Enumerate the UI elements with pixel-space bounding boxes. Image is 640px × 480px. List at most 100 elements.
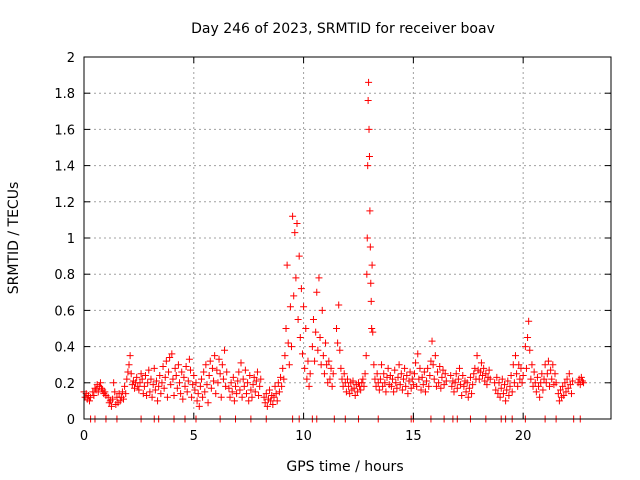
data-point — [417, 386, 425, 394]
data-point — [253, 368, 261, 376]
data-point — [363, 270, 371, 278]
data-point — [431, 352, 439, 360]
data-point — [351, 391, 359, 399]
data-point — [546, 382, 554, 390]
data-point — [329, 370, 337, 378]
data-point — [336, 346, 344, 354]
data-point — [404, 390, 412, 398]
data-point — [370, 361, 378, 369]
data-point — [166, 353, 174, 361]
data-point — [360, 382, 368, 390]
data-point — [413, 382, 421, 390]
data-point — [335, 301, 343, 309]
data-point — [267, 397, 275, 405]
data-point — [313, 288, 321, 296]
data-point — [386, 372, 394, 380]
data-point — [493, 373, 501, 381]
data-point — [345, 382, 353, 390]
data-point — [262, 390, 270, 398]
data-point — [202, 361, 210, 369]
data-point — [396, 381, 404, 389]
data-point — [241, 366, 249, 374]
data-point — [135, 386, 143, 394]
data-point — [440, 381, 448, 389]
data-point — [565, 370, 573, 378]
data-point — [294, 315, 302, 323]
data-point — [161, 373, 169, 381]
data-point — [496, 393, 504, 401]
data-point — [393, 384, 401, 392]
data-point — [364, 162, 372, 170]
data-point — [197, 375, 205, 383]
data-point — [359, 375, 367, 383]
data-point — [464, 393, 472, 401]
data-point — [116, 397, 124, 405]
x-axis-label: GPS time / hours — [286, 459, 403, 475]
data-point — [438, 373, 446, 381]
data-point — [249, 381, 257, 389]
data-point — [176, 379, 184, 387]
data-point — [196, 382, 204, 390]
data-point — [235, 368, 243, 376]
data-point — [382, 388, 390, 396]
data-point — [544, 357, 552, 365]
data-point — [560, 391, 568, 399]
data-point — [122, 390, 130, 398]
data-point — [469, 381, 477, 389]
data-point — [312, 328, 320, 336]
data-point — [252, 377, 260, 385]
data-point — [471, 364, 479, 372]
data-point — [367, 279, 375, 287]
data-point — [85, 397, 93, 405]
x-tick-label: 10 — [295, 429, 312, 444]
data-point — [160, 384, 168, 392]
data-point — [366, 243, 374, 251]
data-point — [414, 350, 422, 358]
data-point — [165, 368, 173, 376]
data-point — [567, 390, 575, 398]
data-points — [80, 78, 588, 423]
data-point — [368, 325, 376, 332]
data-point — [90, 391, 98, 399]
data-point — [191, 386, 199, 394]
data-point — [539, 386, 547, 394]
data-point — [563, 375, 571, 383]
data-point — [133, 373, 141, 381]
data-point — [274, 379, 282, 387]
data-point — [172, 372, 180, 380]
data-point — [184, 377, 192, 385]
data-point — [205, 372, 213, 380]
data-point — [532, 388, 540, 396]
data-point — [358, 379, 366, 387]
data-point — [134, 382, 142, 390]
data-point — [390, 388, 398, 396]
data-point — [178, 368, 186, 376]
data-point — [562, 388, 570, 396]
data-point — [128, 381, 136, 389]
data-point — [392, 379, 400, 387]
data-point — [454, 375, 462, 383]
data-point — [200, 368, 208, 376]
data-point — [169, 375, 177, 383]
data-point — [421, 388, 429, 396]
data-point — [468, 390, 476, 398]
data-point — [476, 368, 484, 376]
data-point — [322, 339, 330, 347]
data-point — [366, 207, 374, 215]
data-point — [242, 390, 250, 398]
data-point — [460, 382, 468, 390]
data-point — [126, 352, 134, 360]
data-point — [475, 375, 483, 383]
y-tick-label: 2 — [67, 51, 75, 66]
data-point — [514, 382, 522, 390]
data-point — [248, 393, 256, 401]
data-point — [554, 390, 562, 398]
data-point — [412, 359, 420, 367]
data-point — [365, 153, 373, 161]
data-point — [151, 386, 159, 394]
data-point — [497, 384, 505, 392]
data-point — [288, 343, 296, 351]
data-point — [401, 364, 409, 372]
data-point — [217, 393, 225, 401]
